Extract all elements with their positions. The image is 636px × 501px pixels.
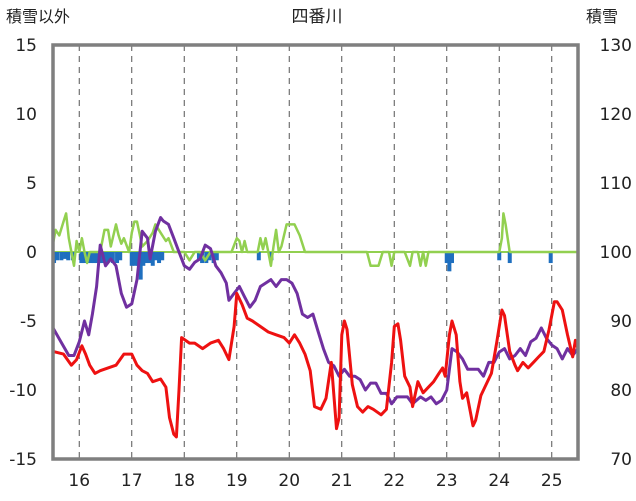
plot-frame [51, 43, 580, 461]
bar [447, 252, 452, 272]
bar [497, 252, 502, 261]
bar [118, 252, 123, 261]
bar [138, 252, 143, 280]
y-left-tick-label: -10 [9, 381, 37, 401]
bar [91, 252, 96, 264]
x-tick-label: 17 [121, 471, 143, 491]
axes-group: 16 17 18 19 20 21 22 23 24 25 -15 -10 -5 0 5 10 15 70 80 90… [9, 36, 632, 491]
y-left-tick-label: -15 [9, 450, 37, 470]
bar [82, 252, 87, 264]
bar [107, 252, 112, 261]
bar [153, 252, 158, 261]
y-right-tick-label: 100 [600, 243, 632, 263]
x-tick-label: 24 [488, 471, 510, 491]
bar [55, 252, 60, 261]
bar [95, 252, 100, 264]
bar [79, 252, 84, 264]
x-tick-label: 25 [541, 471, 563, 491]
y-left-tick-label: 10 [15, 105, 37, 125]
bar [63, 252, 68, 259]
y-right-tick-label: 110 [600, 174, 632, 194]
bar [66, 252, 71, 261]
bar [157, 252, 162, 264]
bar [256, 252, 261, 261]
x-tick-label: 16 [68, 471, 90, 491]
x-tick-label: 21 [331, 471, 353, 491]
bar [141, 252, 146, 266]
right-axis-label: 積雪 [586, 7, 618, 26]
bar [450, 252, 454, 264]
bar [444, 252, 449, 264]
y-right-tick-label: 80 [610, 381, 632, 401]
bar [88, 252, 93, 264]
y-right-tick-label: 90 [610, 312, 632, 332]
bar [207, 252, 212, 261]
bar [548, 252, 553, 264]
y-right-tick-label: 70 [610, 450, 632, 470]
bar [129, 252, 134, 266]
x-tick-label: 22 [383, 471, 405, 491]
y-right-tick-label: 130 [600, 36, 632, 56]
x-tick-label: 23 [436, 471, 458, 491]
y-left-tick-label: -5 [20, 312, 37, 332]
series-line-green [51, 212, 580, 268]
left-axis-label: 積雪以外 [6, 7, 70, 26]
x-tick-label: 18 [173, 471, 195, 491]
bar [160, 252, 165, 261]
bar [144, 252, 149, 264]
bar [110, 252, 115, 264]
x-tick-label: 19 [226, 471, 248, 491]
bars-group [52, 252, 553, 280]
bar [132, 252, 137, 266]
bar [115, 252, 120, 264]
y-left-tick-label: 5 [26, 174, 37, 194]
lines-group [51, 212, 580, 439]
bar [104, 252, 109, 264]
y-right-tick-label: 120 [600, 105, 632, 125]
bar [59, 252, 64, 261]
y-left-tick-label: 15 [15, 36, 37, 56]
bar [507, 252, 512, 264]
bar [196, 252, 201, 261]
x-tick-label: 20 [278, 471, 300, 491]
series-line-red [51, 291, 580, 439]
chart-title: 四番川 [292, 7, 343, 27]
series-line-purple [51, 216, 580, 406]
bar [150, 252, 155, 266]
bar [214, 252, 219, 261]
y-left-tick-label: 0 [26, 243, 37, 263]
